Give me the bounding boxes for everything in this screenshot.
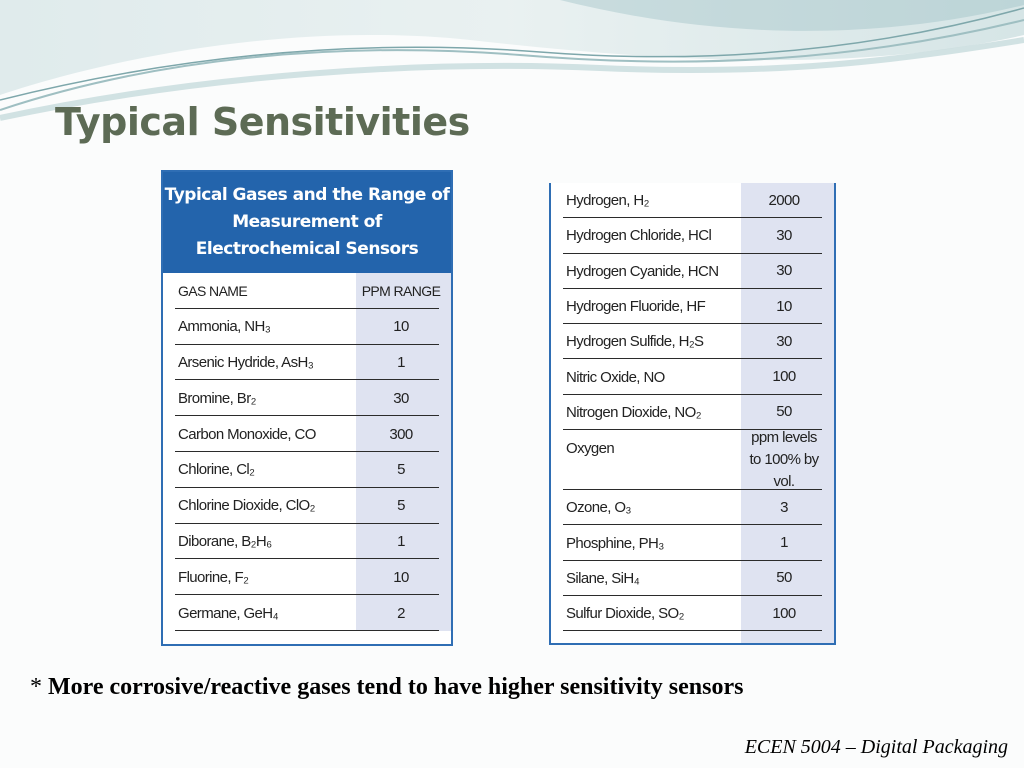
header-swoosh-decoration — [0, 0, 1024, 121]
ppm-value: 10 — [393, 568, 409, 586]
footnote-marker: * — [30, 674, 42, 700]
column-header-ppm-range: PPM RANGE — [361, 282, 441, 299]
gas-name: Phosphine, PH₃ — [566, 534, 664, 552]
gas-name: Diborane, B₂H₆ — [178, 532, 272, 550]
gas-name: Ozone, O₃ — [566, 499, 632, 517]
value-column-shading — [356, 273, 451, 631]
gas-name: Silane, SiH₄ — [566, 569, 640, 587]
footnote-text: More corrosive/reactive gases tend to ha… — [48, 674, 744, 700]
gas-name: Ammonia, NH₃ — [178, 318, 271, 336]
ppm-value: 50 — [776, 569, 792, 587]
ppm-value: 50 — [776, 403, 792, 421]
ppm-value: 2000 — [768, 191, 801, 209]
gas-name: Hydrogen Chloride, HCl — [566, 227, 712, 245]
gas-name: Chlorine, Cl₂ — [178, 461, 255, 479]
gas-name: Fluorine, F₂ — [178, 568, 249, 586]
table-row: Silane, SiH₄ 50 — [551, 561, 834, 597]
table-row: Nitric Oxide, NO 100 — [551, 359, 834, 396]
gas-range-table-left: Typical Gases and the Range of Measureme… — [161, 170, 453, 646]
column-header-gas-name: GAS NAME — [178, 282, 248, 299]
table-row: Chlorine Dioxide, ClO₂ 5 — [163, 488, 451, 524]
gas-name: Hydrogen Sulfide, H₂S — [566, 333, 704, 351]
table-row: Diborane, B₂H₆ 1 — [163, 524, 451, 560]
ppm-value: 1 — [397, 353, 405, 371]
table-row: Hydrogen Cyanide, HCN 30 — [551, 254, 834, 290]
table-column-headers: GAS NAME PPM RANGE — [163, 273, 451, 309]
gas-name: Germane, GeH₄ — [178, 604, 279, 622]
ppm-value: 5 — [397, 497, 405, 515]
ppm-value: 300 — [389, 425, 413, 443]
table-row: Ammonia, NH₃ 10 — [163, 309, 451, 345]
ppm-value: 30 — [776, 262, 792, 280]
gas-name: Carbon Monoxide, CO — [178, 425, 316, 443]
table-row: Hydrogen Chloride, HCl 30 — [551, 218, 834, 254]
value-column-shading — [741, 183, 834, 643]
ppm-value: 30 — [776, 332, 792, 350]
ppm-value: 2 — [397, 604, 405, 622]
ppm-value: 5 — [397, 461, 405, 479]
gas-name: Arsenic Hydride, AsH₃ — [178, 353, 314, 371]
table-row: Arsenic Hydride, AsH₃ 1 — [163, 345, 451, 381]
ppm-value: 1 — [780, 534, 788, 552]
ppm-value: 30 — [776, 226, 792, 244]
gas-range-table-right: Hydrogen, H₂ 2000 Hydrogen Chloride, HCl 3… — [549, 183, 836, 645]
ppm-value: ppm levels to 100% by vol. — [749, 429, 819, 491]
table-row: Germane, GeH₄ 2 — [163, 595, 451, 631]
gas-name: Chlorine Dioxide, ClO₂ — [178, 497, 315, 515]
footnote: * More corrosive/reactive gases tend to … — [30, 674, 743, 701]
gas-name: Hydrogen, H₂ — [566, 192, 649, 210]
table-row: Carbon Monoxide, CO 300 — [163, 416, 451, 452]
gas-name: Sulfur Dioxide, SO₂ — [566, 605, 684, 623]
gas-name: Nitric Oxide, NO — [566, 368, 665, 386]
ppm-value: 3 — [780, 498, 788, 516]
table-row: Fluorine, F₂ 10 — [163, 559, 451, 595]
ppm-value: 30 — [393, 389, 409, 407]
ppm-value: 100 — [772, 604, 796, 622]
table-row: Ozone, O₃ 3 — [551, 490, 834, 526]
table-body: Hydrogen, H₂ 2000 Hydrogen Chloride, HCl 3… — [551, 183, 834, 643]
table-row: Oxygen ppm levels to 100% by vol. — [551, 429, 834, 491]
table-row: Hydrogen Fluoride, HF 10 — [551, 289, 834, 325]
course-footer: ECEN 5004 – Digital Packaging — [744, 736, 1008, 758]
gas-name: Nitrogen Dioxide, NO₂ — [566, 403, 702, 421]
table-row: Hydrogen, H₂ 2000 — [551, 183, 834, 219]
table-row: Hydrogen Sulfide, H₂S 30 — [551, 324, 834, 360]
table-body: GAS NAME PPM RANGE Ammonia, NH₃ 10 Arseni… — [163, 273, 451, 631]
gas-name: Hydrogen Cyanide, HCN — [566, 262, 719, 280]
ppm-value: 1 — [397, 532, 405, 550]
table-row: Nitrogen Dioxide, NO₂ 50 — [551, 395, 834, 431]
ppm-value: 10 — [393, 318, 409, 336]
table-row: Sulfur Dioxide, SO₂ 100 — [551, 596, 834, 632]
slide-title: Typical Sensitivities — [55, 100, 470, 144]
table-row: Chlorine, Cl₂ 5 — [163, 452, 451, 488]
gas-name: Oxygen — [566, 440, 615, 458]
ppm-value: 10 — [776, 297, 792, 315]
ppm-value: 100 — [772, 368, 796, 386]
gas-name: Hydrogen Fluoride, HF — [566, 298, 706, 316]
gas-name: Bromine, Br₂ — [178, 389, 256, 407]
table-row: Bromine, Br₂ 30 — [163, 380, 451, 416]
table-header: Typical Gases and the Range of Measureme… — [163, 172, 451, 273]
table-row: Phosphine, PH₃ 1 — [551, 525, 834, 561]
